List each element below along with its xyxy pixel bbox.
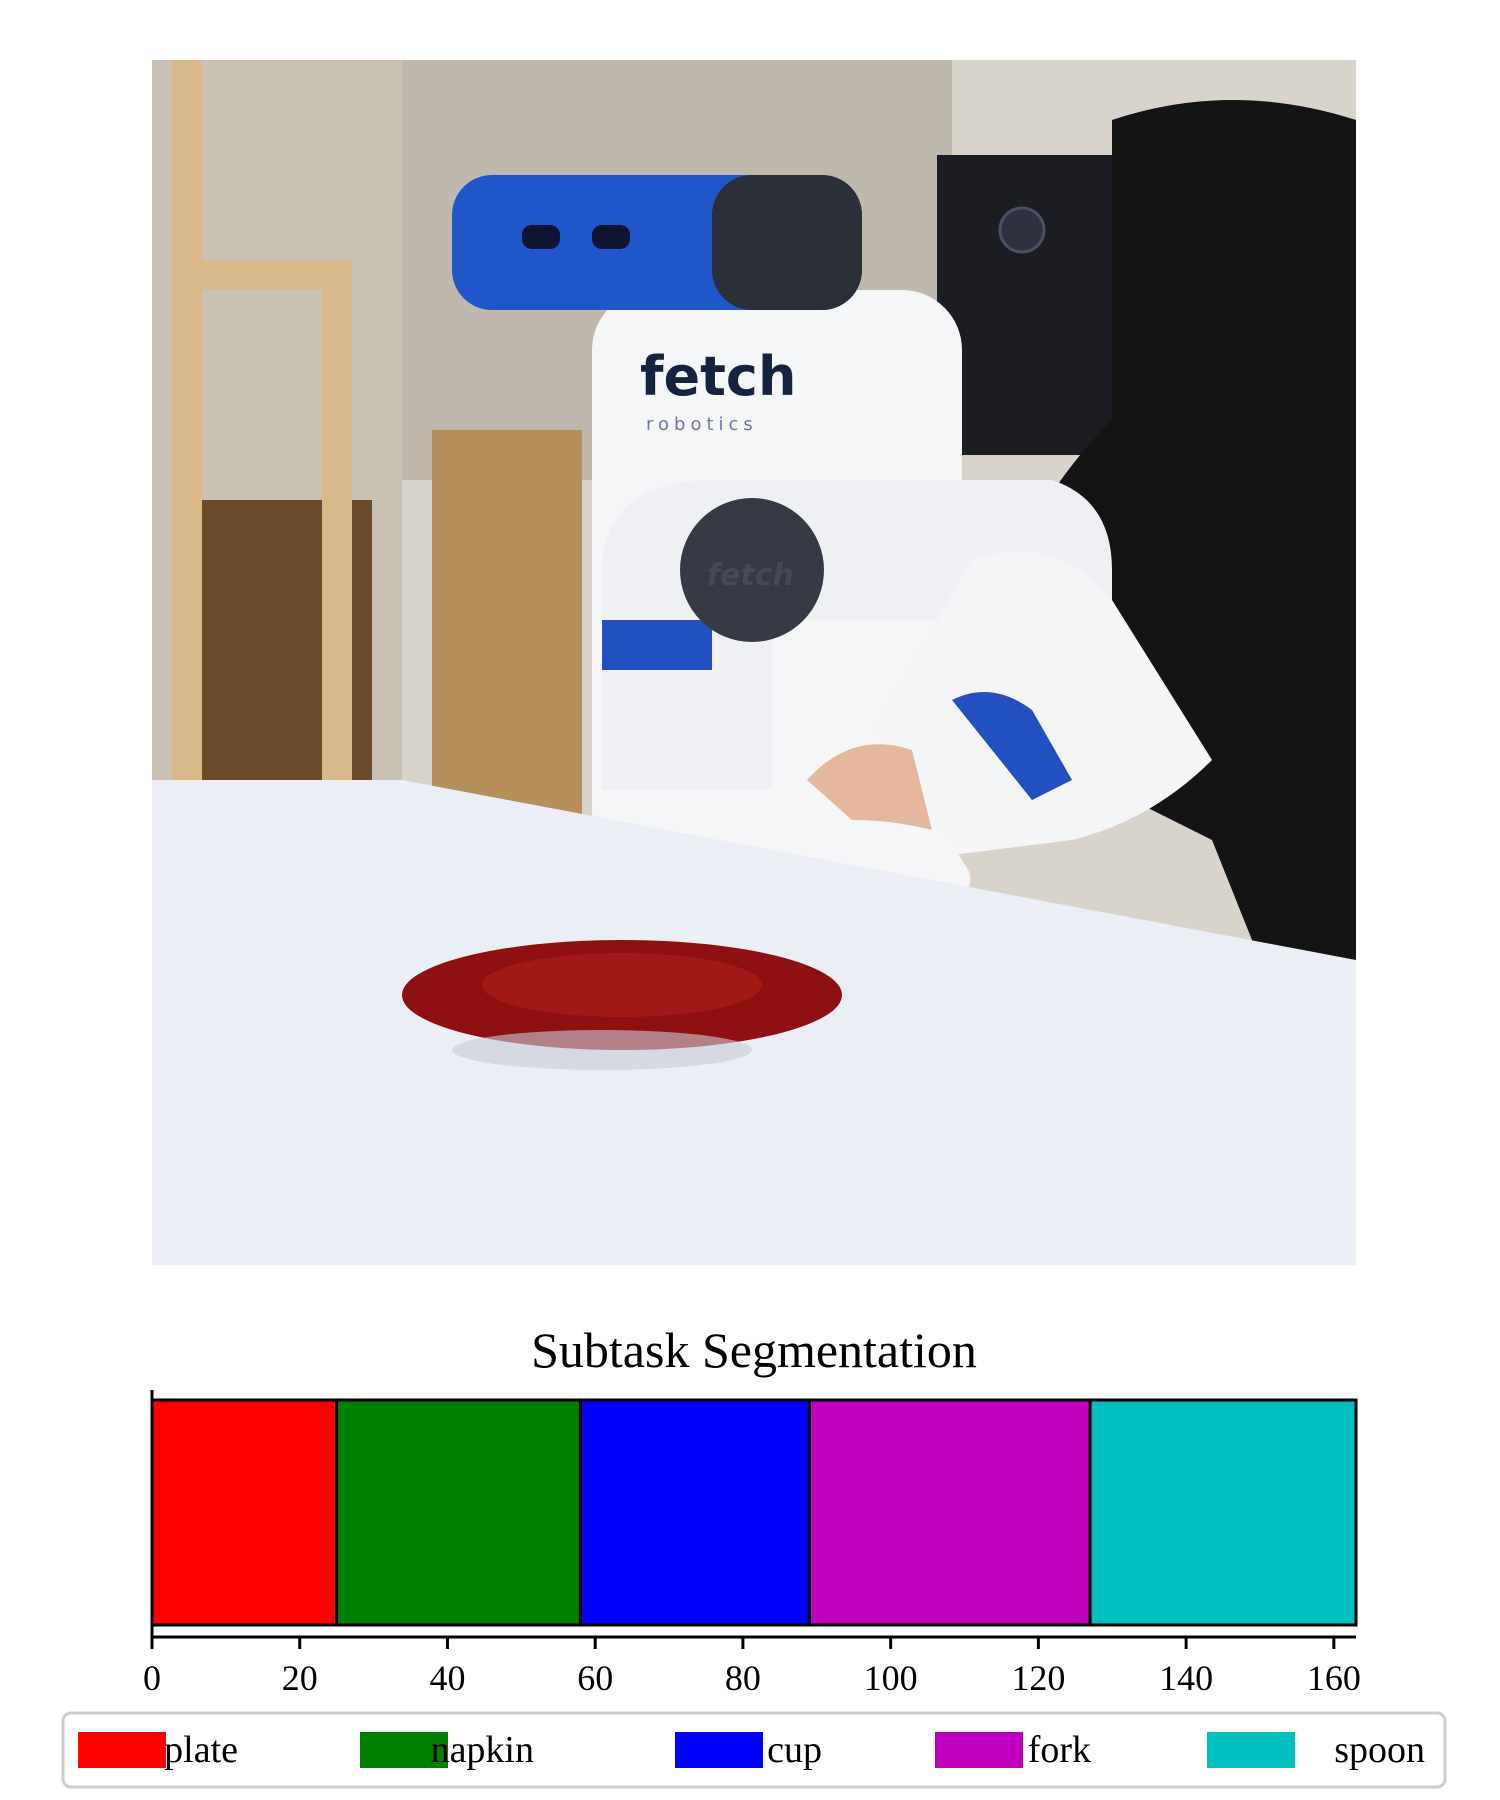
legend-label-plate: plate bbox=[164, 1729, 238, 1771]
legend-swatch-cup bbox=[675, 1732, 763, 1768]
x-tick-label: 160 bbox=[1307, 1658, 1361, 1698]
plate-center bbox=[482, 953, 762, 1017]
legend-swatch-plate bbox=[78, 1732, 166, 1768]
chart-title: Subtask Segmentation bbox=[531, 1322, 977, 1378]
segment-bar-napkin bbox=[335, 1398, 582, 1627]
wooden-frame-left bbox=[172, 60, 202, 780]
x-tick-label: 40 bbox=[429, 1658, 465, 1698]
robot-arm-band bbox=[602, 620, 712, 670]
segment-bar-plate bbox=[150, 1398, 339, 1627]
wooden-frame-right bbox=[322, 280, 352, 800]
legend-swatch-spoon bbox=[1207, 1732, 1295, 1768]
plate-shadow bbox=[452, 1030, 752, 1070]
robot-head-rear bbox=[712, 175, 862, 310]
legend: plate napkin cup fork spoon bbox=[61, 1711, 1447, 1789]
robot-joint-logo: fetch bbox=[707, 558, 794, 593]
camera-right-icon bbox=[592, 225, 630, 249]
x-tick-label: 100 bbox=[864, 1658, 918, 1698]
segment-bars bbox=[150, 1398, 1358, 1627]
computer-tower bbox=[937, 155, 1117, 455]
legend-swatch-fork bbox=[935, 1732, 1023, 1768]
x-tick-label: 120 bbox=[1011, 1658, 1065, 1698]
legend-swatch-napkin bbox=[360, 1732, 448, 1768]
computer-fan-icon bbox=[998, 206, 1046, 254]
robot-logo-subtext: robotics bbox=[646, 414, 758, 435]
subtask-segmentation-chart: Subtask Segmentation 0 20 40 60 80 100 120 140 1… bbox=[61, 1322, 1447, 1789]
human-hand-top bbox=[807, 744, 932, 830]
x-tick-label: 0 bbox=[143, 1658, 161, 1698]
legend-label-napkin: napkin bbox=[431, 1729, 534, 1771]
x-tick-label: 20 bbox=[282, 1658, 318, 1698]
segment-bar-cup bbox=[578, 1398, 811, 1627]
cardboard-box bbox=[432, 430, 582, 820]
robot-demonstration-photo: fetch robotics fetch bbox=[152, 60, 1356, 1265]
camera-left-icon bbox=[522, 225, 560, 249]
x-tick-label: 80 bbox=[725, 1658, 761, 1698]
x-axis-ticks: 0 20 40 60 80 100 120 140 160 bbox=[143, 1637, 1361, 1698]
robot-logo: fetch bbox=[640, 345, 796, 408]
legend-label-cup: cup bbox=[767, 1729, 822, 1771]
legend-label-fork: fork bbox=[1028, 1729, 1091, 1771]
legend-label-spoon: spoon bbox=[1334, 1729, 1425, 1771]
x-tick-label: 60 bbox=[577, 1658, 613, 1698]
segment-bar-spoon bbox=[1088, 1398, 1358, 1627]
robot-shoulder-joint bbox=[680, 498, 824, 642]
x-tick-label: 140 bbox=[1159, 1658, 1213, 1698]
segment-bar-fork bbox=[807, 1398, 1092, 1627]
robot-wrist-band bbox=[952, 692, 1072, 800]
